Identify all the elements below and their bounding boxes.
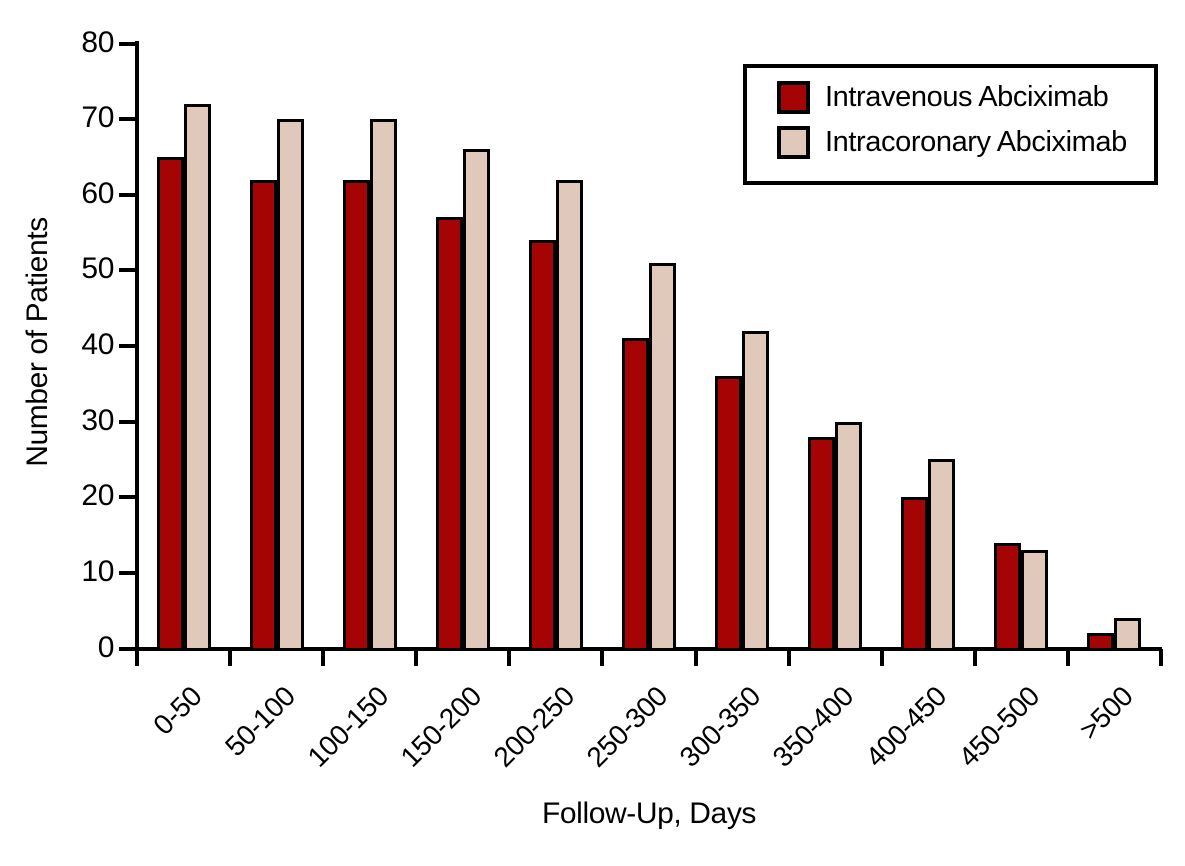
bar-intravenous xyxy=(528,240,556,651)
bar-intracoronary xyxy=(183,104,211,651)
y-tick xyxy=(119,344,137,348)
bar-intravenous xyxy=(156,156,184,651)
bar-intravenous xyxy=(994,542,1022,651)
y-tick-label: 0 xyxy=(97,630,115,664)
x-tick xyxy=(786,649,791,666)
bar-intravenous xyxy=(342,179,370,651)
y-tick xyxy=(119,268,137,273)
x-category-label: 50-100 xyxy=(218,680,301,763)
bar-intracoronary xyxy=(835,421,863,651)
y-tick xyxy=(119,570,137,575)
x-category-label: 150-200 xyxy=(394,680,488,773)
bar-intravenous xyxy=(901,497,929,651)
x-category-label: >500 xyxy=(1073,680,1139,746)
y-tick xyxy=(119,192,137,197)
x-tick xyxy=(414,649,419,666)
bar-intravenous xyxy=(1087,633,1115,651)
y-tick-label: 50 xyxy=(81,252,114,286)
x-tick xyxy=(228,649,233,666)
bar-intracoronary xyxy=(649,262,676,651)
y-tick-label: 30 xyxy=(81,403,114,437)
legend-label-intracoronary: Intracoronary Abciximab xyxy=(825,126,1127,158)
y-tick-label: 80 xyxy=(81,25,114,59)
bar-intracoronary xyxy=(928,459,956,651)
x-tick xyxy=(1065,649,1070,666)
bar-intracoronary xyxy=(276,119,304,651)
x-tick xyxy=(600,649,605,666)
bar-intravenous xyxy=(435,217,463,651)
bar-intracoronary xyxy=(742,330,770,651)
y-tick-label: 40 xyxy=(81,328,114,361)
bar-intracoronary xyxy=(462,149,490,651)
y-tick-label: 70 xyxy=(81,101,114,135)
y-tick-label: 60 xyxy=(81,176,114,210)
x-tick xyxy=(321,649,326,666)
x-tick xyxy=(1159,649,1163,666)
x-tick xyxy=(135,649,139,666)
x-category-label: 400-450 xyxy=(859,680,953,773)
bar-intravenous xyxy=(622,338,649,651)
x-category-label: 350-400 xyxy=(766,680,860,773)
y-tick xyxy=(119,495,137,500)
bar-intracoronary xyxy=(369,119,397,651)
x-category-label: 0-50 xyxy=(147,680,208,741)
legend-swatch-intravenous xyxy=(777,81,810,114)
y-tick xyxy=(119,646,137,651)
x-axis-title: Follow-Up, Days xyxy=(541,797,757,830)
x-category-label: 300-350 xyxy=(673,680,767,773)
x-category-label: 450-500 xyxy=(952,680,1046,773)
y-tick xyxy=(119,41,137,46)
legend-item-intracoronary: Intracoronary Abciximab xyxy=(777,126,1154,159)
bar-intracoronary xyxy=(555,179,583,651)
bar-intracoronary xyxy=(1021,550,1049,651)
x-tick xyxy=(507,649,512,666)
x-tick xyxy=(972,649,977,666)
legend: Intravenous Abciximab Intracoronary Abci… xyxy=(743,64,1158,185)
x-category-label: 200-250 xyxy=(487,680,581,773)
y-tick-label: 20 xyxy=(81,479,114,513)
x-category-label: 250-300 xyxy=(580,680,674,773)
y-tick xyxy=(119,117,137,122)
legend-label-intravenous: Intravenous Abciximab xyxy=(825,81,1109,113)
bar-intravenous xyxy=(249,179,277,651)
x-tick xyxy=(879,649,884,666)
bar-intracoronary xyxy=(1114,618,1142,651)
bar-intravenous xyxy=(808,436,836,651)
legend-item-intravenous: Intravenous Abciximab xyxy=(777,81,1154,114)
y-tick-label: 10 xyxy=(81,554,114,588)
x-tick xyxy=(693,649,698,666)
x-category-label: 100-150 xyxy=(301,680,394,773)
legend-swatch-intracoronary xyxy=(777,126,810,159)
y-axis-line xyxy=(135,41,139,666)
bar-intravenous xyxy=(715,376,743,651)
y-tick xyxy=(119,419,137,424)
